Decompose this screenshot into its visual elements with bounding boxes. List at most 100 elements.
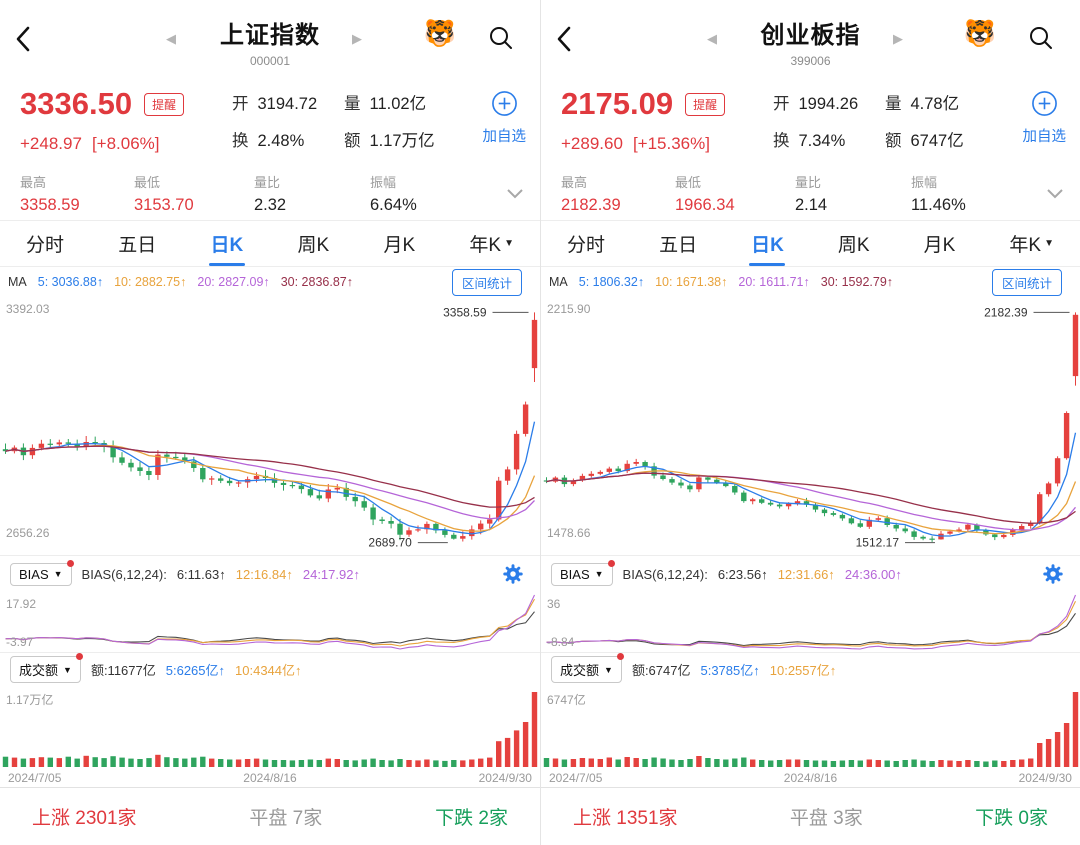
bias24-value: 24:36.00↑ [844,566,902,582]
add-watchlist-button[interactable]: 加自选 [1023,90,1066,146]
bias6-value: 6:11.63↑ [176,566,226,582]
amount-label: 额 [885,132,902,150]
chevron-down-icon[interactable] [1046,188,1064,199]
ma-prefix: MA [8,275,27,289]
add-watchlist-button[interactable]: 加自选 [483,90,526,146]
period-tabs: 分时 五日 日K 周K 月K 年K ▼ [541,221,1080,267]
bias-chart-area[interactable]: 36 -8.84 [541,592,1080,653]
open-label: 开 [773,95,790,113]
x-axis-labels: 2024/7/05 2024/8/16 2024/9/30 [541,768,1080,788]
kline-chart[interactable]: 2182.39 1512.17 [542,298,1080,554]
tab-minute[interactable]: 分时 [567,235,606,256]
amount-ma10: 10:4344亿↑ [235,663,302,678]
alert-badge[interactable]: 提醒 [685,92,726,116]
tab-5day[interactable]: 五日 [118,235,157,256]
amount-ma5: 5:3785亿↑ [700,663,760,678]
ma20-value: 20: 2827.09↑ [197,275,270,289]
unchanged-count: 平盘 3家 [789,808,863,829]
tab-yearly-k[interactable]: 年K ▼ [1009,235,1054,256]
stock-panel-left: ◀ 上证指数 000001 ▶ 🐯 3336.50 提醒 +248.97 [+8… [0,0,540,845]
amount-total: 额:6747亿 [631,663,691,678]
tab-yearly-k[interactable]: 年K ▼ [469,235,514,256]
volume-indicator-row: 成交额 ▼ 额:11677亿 5:6265亿↑ 10:4344亿↑ [0,653,540,686]
indicator-selector[interactable]: BIAS ▼ [551,559,615,586]
tab-daily-k[interactable]: 日K [211,221,244,266]
caret-down-icon: ▼ [53,569,63,579]
search-icon[interactable] [1028,25,1054,51]
decliners-count: 下跌 2家 [435,808,508,829]
volume-chart[interactable] [542,688,1080,767]
market-breadth-row: 上涨 2301家 平盘 7家 下跌 2家 [0,788,540,845]
ma-legend-row: MA 5: 1806.32↑ 10: 1671.38↑ 20: 1611.71↑… [541,267,1080,297]
tab-daily-k[interactable]: 日K [751,221,784,266]
tab-5day[interactable]: 五日 [659,235,698,256]
kline-chart-area[interactable]: 3392.03 2656.26 3358.59 2689.70 [0,297,540,556]
volume-chart-area[interactable]: 6747亿 [541,686,1080,768]
last-price: 2175.09 [561,86,674,121]
volume-max-label: 1.17万亿 [6,693,54,707]
quote-col-volume-amount: 量 11.02亿 额 1.17万亿 [344,90,435,164]
bias-chart-area[interactable]: 17.92 -3.97 [0,592,540,653]
y-axis-min-label: 2656.26 [6,526,50,540]
plus-circle-icon [1031,91,1057,116]
y-axis-min-label: 1478.66 [547,526,591,540]
volume-selector[interactable]: 成交额 ▼ [10,653,83,683]
prev-stock-icon[interactable]: ◀ [166,31,176,46]
volume-chart[interactable] [1,688,539,767]
tab-weekly-k[interactable]: 周K [837,235,870,256]
tab-monthly-k[interactable]: 月K [923,235,956,256]
kline-chart-area[interactable]: 2215.90 1478.66 2182.39 1512.17 [541,297,1080,556]
caret-down-icon: ▼ [63,664,72,675]
stat-amplitude: 振幅 6.64% [370,175,417,214]
volume-max-label: 6747亿 [547,693,586,707]
title-block: 创业板指 399006 [761,15,861,68]
bias-chart[interactable] [1,593,539,651]
indicator-selector[interactable]: BIAS ▼ [10,559,74,586]
unchanged-count: 平盘 7家 [249,808,323,829]
tab-weekly-k[interactable]: 周K [297,235,330,256]
advancers-count: 上涨 1351家 [573,808,678,829]
settings-gear-icon[interactable] [1042,563,1064,585]
alert-badge[interactable]: 提醒 [144,92,185,116]
chevron-down-icon[interactable] [506,188,524,199]
bias24-value: 24:17.92↑ [302,566,360,582]
volume-selector[interactable]: 成交额 ▼ [551,653,624,683]
bias-max-label: 17.92 [6,597,37,611]
mascot-icon[interactable]: 🐯 [423,18,456,48]
volume-label: 量 [885,95,902,113]
volume-value: 11.02亿 [369,95,427,113]
range-statistics-button[interactable]: 区间统计 [451,268,522,296]
market-breadth-row: 上涨 1351家 平盘 3家 下跌 0家 [541,788,1080,845]
volume-chart-area[interactable]: 1.17万亿 [0,686,540,768]
settings-gear-icon[interactable] [502,563,524,585]
prev-stock-icon[interactable]: ◀ [707,31,717,46]
next-stock-icon[interactable]: ▶ [893,31,903,46]
range-statistics-button[interactable]: 区间统计 [991,268,1062,296]
search-icon[interactable] [488,25,514,51]
mascot-icon[interactable]: 🐯 [963,18,996,48]
alert-dot [75,653,83,660]
panel-header: ◀ 创业板指 399006 ▶ 🐯 [541,0,1080,78]
svg-text:3358.59: 3358.59 [443,305,487,319]
next-stock-icon[interactable]: ▶ [352,31,362,46]
kline-chart[interactable]: 3358.59 2689.70 [1,298,539,554]
x-label-start: 2024/7/05 [8,770,62,785]
tab-minute[interactable]: 分时 [26,235,65,256]
stats-row: 最高 3358.59 最低 3153.70 量比 2.32 振幅 6.64% [0,170,540,221]
quote-col-open-turnover: 开 3194.72 换 2.48% [232,90,317,164]
tab-monthly-k[interactable]: 月K [383,235,416,256]
back-icon[interactable] [14,24,32,54]
back-icon[interactable] [555,24,573,54]
amount-total: 额:11677亿 [90,663,156,678]
bias6-value: 6:23.56↑ [717,566,768,582]
stock-code: 000001 [249,54,291,68]
panel-header: ◀ 上证指数 000001 ▶ 🐯 [0,0,540,78]
stock-code: 399006 [790,54,831,68]
bias-chart[interactable] [542,593,1080,651]
ma10-value: 10: 1671.38↑ [655,275,728,289]
caret-down-icon: ▼ [604,664,613,675]
stat-volume-ratio: 量比 2.32 [254,175,287,214]
bias12-value: 12:16.84↑ [235,566,293,582]
alert-dot [66,559,74,567]
